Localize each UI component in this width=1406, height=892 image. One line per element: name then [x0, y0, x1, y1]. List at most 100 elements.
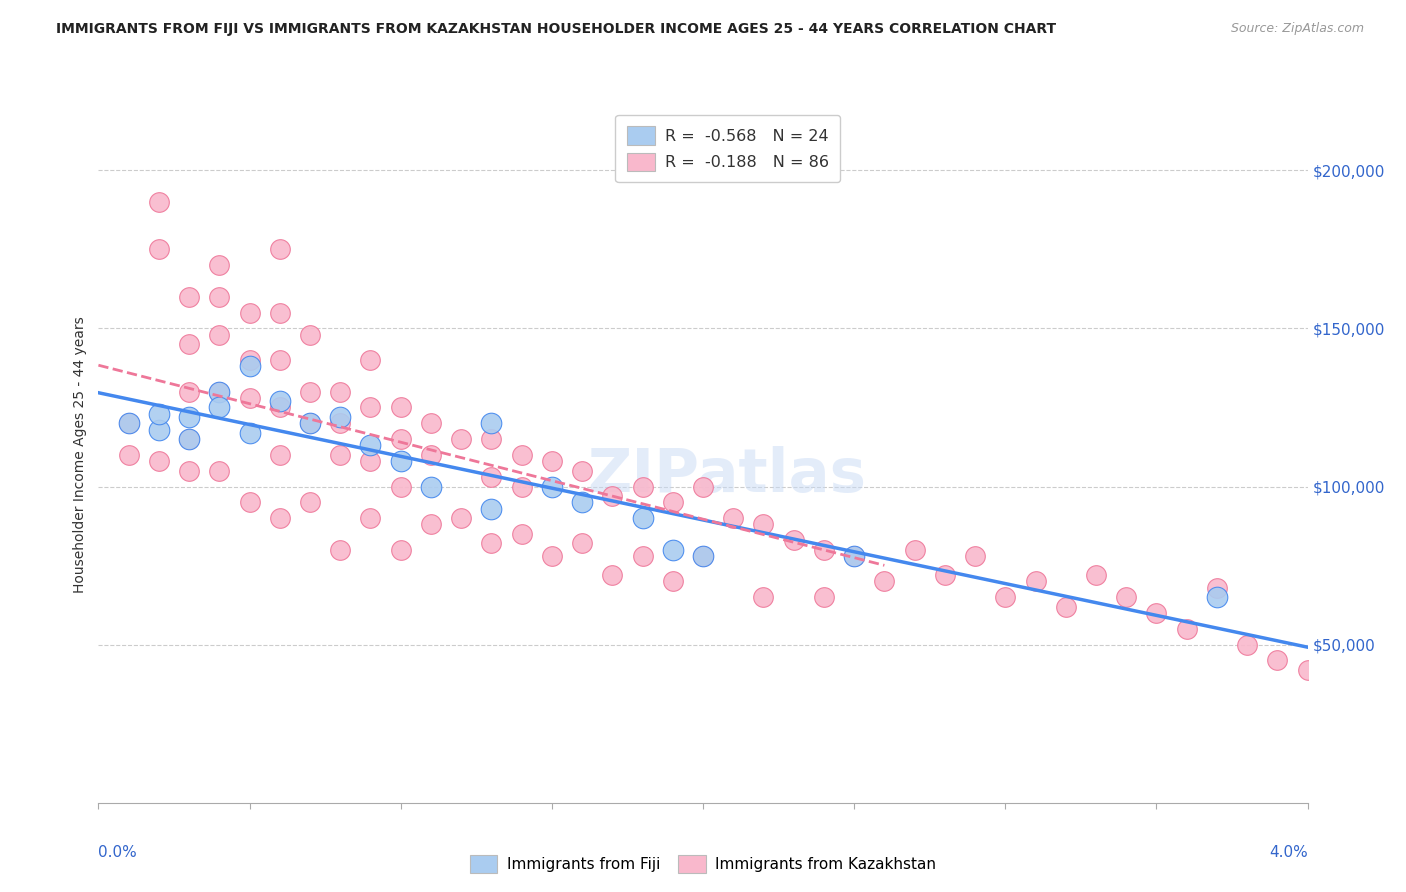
Point: [179, 432, 201, 446]
Point: [752, 517, 775, 532]
Point: [360, 401, 382, 415]
Point: [752, 591, 775, 605]
Point: [239, 305, 262, 319]
Point: [1206, 581, 1229, 595]
Point: [269, 353, 291, 368]
Point: [420, 479, 443, 493]
Point: [118, 417, 141, 431]
Point: [389, 542, 412, 557]
Point: [299, 327, 322, 342]
Point: [299, 384, 322, 399]
Point: [389, 479, 412, 493]
Point: [1085, 568, 1108, 582]
Point: [541, 479, 564, 493]
Point: [1115, 591, 1137, 605]
Point: [450, 511, 472, 525]
Point: [299, 417, 322, 431]
Point: [481, 536, 503, 550]
Point: [208, 327, 231, 342]
Point: [208, 258, 231, 272]
Point: [631, 549, 654, 563]
Point: [631, 511, 654, 525]
Point: [329, 409, 352, 424]
Point: [1025, 574, 1047, 589]
Text: 0.0%: 0.0%: [98, 845, 138, 860]
Point: [179, 409, 201, 424]
Point: [450, 432, 472, 446]
Point: [118, 417, 141, 431]
Point: [239, 359, 262, 374]
Point: [692, 549, 714, 563]
Y-axis label: Householder Income Ages 25 - 44 years: Householder Income Ages 25 - 44 years: [73, 317, 87, 593]
Point: [420, 517, 443, 532]
Point: [873, 574, 896, 589]
Point: [239, 391, 262, 405]
Point: [360, 454, 382, 468]
Point: [541, 454, 564, 468]
Point: [571, 536, 593, 550]
Point: [571, 495, 593, 509]
Point: [208, 384, 231, 399]
Point: [692, 549, 714, 563]
Point: [269, 511, 291, 525]
Point: [602, 568, 624, 582]
Point: [299, 495, 322, 509]
Point: [692, 479, 714, 493]
Point: [389, 432, 412, 446]
Text: Source: ZipAtlas.com: Source: ZipAtlas.com: [1230, 22, 1364, 36]
Point: [239, 353, 262, 368]
Point: [481, 470, 503, 484]
Point: [602, 489, 624, 503]
Point: [934, 568, 956, 582]
Point: [844, 549, 866, 563]
Point: [965, 549, 987, 563]
Point: [179, 432, 201, 446]
Point: [329, 448, 352, 462]
Point: [208, 290, 231, 304]
Point: [208, 384, 231, 399]
Point: [662, 574, 685, 589]
Point: [1175, 622, 1198, 636]
Point: [1267, 653, 1289, 667]
Point: [148, 194, 170, 209]
Point: [148, 423, 170, 437]
Point: [208, 401, 231, 415]
Point: [389, 454, 412, 468]
Point: [179, 464, 201, 478]
Point: [723, 511, 745, 525]
Point: [904, 542, 927, 557]
Point: [1296, 663, 1319, 677]
Point: [420, 448, 443, 462]
Text: IMMIGRANTS FROM FIJI VS IMMIGRANTS FROM KAZAKHSTAN HOUSEHOLDER INCOME AGES 25 - : IMMIGRANTS FROM FIJI VS IMMIGRANTS FROM …: [56, 22, 1056, 37]
Point: [269, 243, 291, 257]
Point: [481, 501, 503, 516]
Point: [329, 542, 352, 557]
Point: [844, 549, 866, 563]
Point: [510, 448, 533, 462]
Point: [269, 394, 291, 409]
Point: [994, 591, 1017, 605]
Point: [420, 417, 443, 431]
Point: [360, 511, 382, 525]
Point: [239, 425, 262, 440]
Point: [299, 417, 322, 431]
Point: [239, 495, 262, 509]
Point: [179, 384, 201, 399]
Point: [631, 479, 654, 493]
Legend: Immigrants from Fiji, Immigrants from Kazakhstan: Immigrants from Fiji, Immigrants from Ka…: [464, 849, 942, 879]
Point: [481, 417, 503, 431]
Point: [541, 549, 564, 563]
Point: [662, 542, 685, 557]
Point: [269, 401, 291, 415]
Point: [813, 591, 835, 605]
Point: [148, 454, 170, 468]
Point: [662, 495, 685, 509]
Point: [269, 305, 291, 319]
Point: [1146, 606, 1168, 620]
Point: [179, 290, 201, 304]
Point: [329, 417, 352, 431]
Point: [208, 464, 231, 478]
Point: [389, 401, 412, 415]
Point: [269, 448, 291, 462]
Point: [360, 438, 382, 452]
